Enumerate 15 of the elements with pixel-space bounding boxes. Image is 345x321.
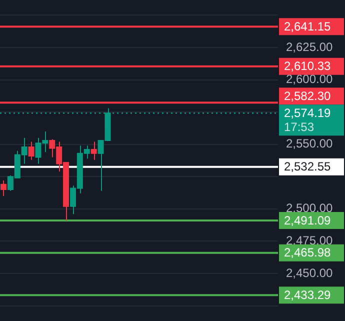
ref-line-label: 2,433.29 [284, 288, 332, 302]
y-tick-label: 2,475.00 [286, 234, 334, 248]
ref-line-label: 2,610.33 [284, 59, 332, 74]
y-tick-label: 2,450.00 [286, 266, 334, 280]
ref-line-label: 2,574.19 [284, 106, 332, 120]
ref-line-label: 2,491.09 [284, 213, 332, 228]
y-tick-label: 2,550.00 [286, 136, 334, 151]
ref-line-label: 2,532.55 [284, 160, 332, 174]
ref-line-label: 2,465.98 [284, 246, 332, 260]
y-tick-label: 2,500.00 [286, 201, 334, 216]
y-tick-label: 2,625.00 [286, 40, 334, 54]
ref-line-label: 2,582.30 [284, 88, 332, 103]
text: 17:53 [284, 120, 314, 134]
ref-line-label: 2,641.15 [284, 19, 332, 34]
y-tick-label: 2,600.00 [286, 72, 334, 86]
